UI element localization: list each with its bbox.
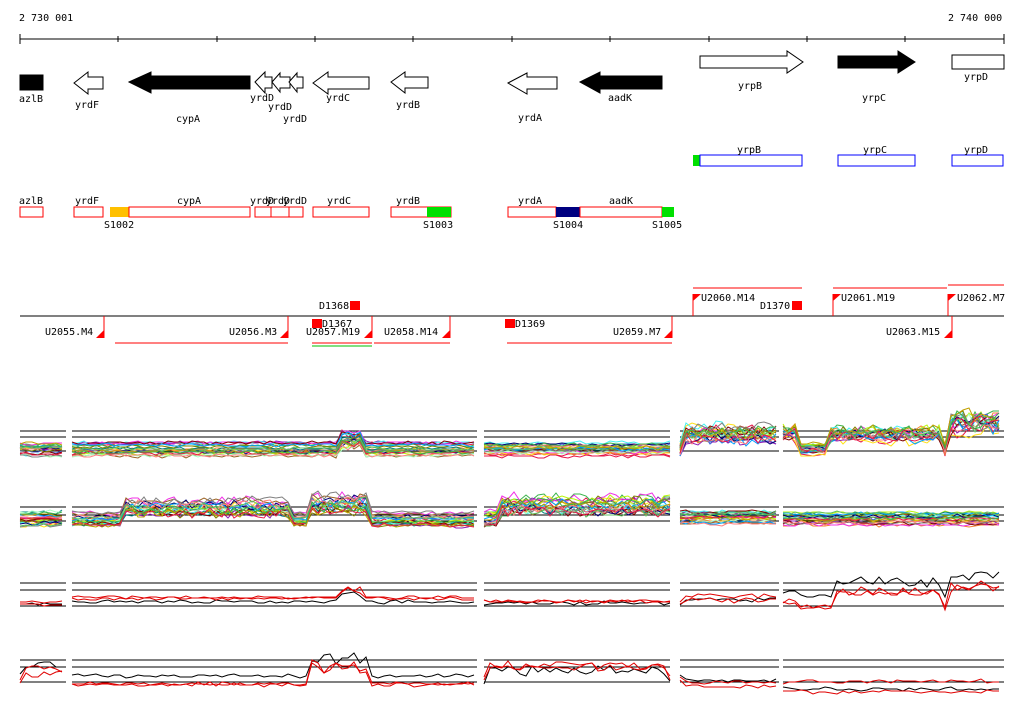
segment-flag — [442, 330, 450, 338]
gene-label: yrdD — [250, 93, 274, 104]
site-marker-yrpB — [693, 155, 700, 166]
gene-label: aadK — [608, 93, 632, 104]
minus-box-yrdA[interactable] — [507, 206, 557, 218]
minus-box-yrdD-2[interactable] — [270, 206, 290, 218]
gene-arrow-yrdF[interactable] — [73, 70, 104, 96]
gene-label: yrpC — [862, 93, 886, 104]
segment-label[interactable]: U2062.M7 — [957, 293, 1005, 304]
gene-arrow-yrdD-1[interactable] — [254, 70, 273, 95]
segment-flag — [664, 330, 672, 338]
gene-arrow-yrdD-2[interactable] — [271, 71, 291, 94]
ruler-start-label: 2 730 001 — [19, 13, 74, 24]
gene-track: azlB yrdF cypA yrdD yrdD yrdD yrdC yrdB … — [19, 50, 1005, 125]
minus-box-label: yrdD — [283, 196, 307, 207]
gene-label: yrdF — [75, 100, 99, 111]
segment-label[interactable]: U2060.M14 — [701, 293, 755, 304]
gene-arrow-yrdD-3[interactable] — [288, 71, 304, 94]
minus-box-aadK[interactable] — [579, 206, 663, 218]
segment-marker — [792, 301, 802, 310]
segment-label[interactable]: U2057.M19 — [306, 327, 360, 338]
segment-flag — [364, 330, 372, 338]
minus-box-label: yrdB — [396, 196, 420, 207]
gene-arrow-aadK[interactable] — [578, 71, 663, 94]
segment-marker — [350, 301, 360, 310]
gene-arrow-yrdB[interactable] — [390, 71, 429, 95]
gene-arrow-yrpC[interactable] — [837, 50, 916, 74]
gene-arrow-azlB[interactable] — [19, 74, 44, 91]
expression-panels — [19, 407, 1004, 695]
segment-label[interactable]: D1369 — [515, 319, 545, 330]
segment-label[interactable]: U2058.M14 — [384, 327, 438, 338]
gene-label: yrdD — [283, 114, 307, 125]
segment-label[interactable]: U2056.M3 — [229, 327, 277, 338]
site-S1005[interactable] — [662, 207, 674, 217]
plus-box-yrpB[interactable] — [699, 154, 803, 167]
segment-marker — [312, 319, 322, 328]
minus-strand-track: azlB yrdF cypA yrdD yrdD yrdD yrdC yrdB … — [19, 196, 682, 231]
segment-flag — [944, 330, 952, 338]
site-S1003[interactable] — [427, 207, 451, 217]
segment-flag — [280, 330, 288, 338]
gene-arrow-yrpD[interactable] — [951, 54, 1005, 70]
segment-flag — [96, 330, 104, 338]
minus-box-azlB[interactable] — [19, 206, 44, 218]
site-S1004[interactable] — [556, 207, 580, 217]
segment-marker — [505, 319, 515, 328]
gene-label: yrdB — [396, 100, 420, 111]
site-S1002[interactable] — [110, 207, 129, 217]
plus-box-label: yrpB — [737, 145, 761, 156]
segment-label[interactable]: U2063.M15 — [886, 327, 940, 338]
segment-label[interactable]: D1370 — [760, 301, 790, 312]
segment-label[interactable]: U2061.M19 — [841, 293, 895, 304]
segment-label[interactable]: D1368 — [319, 301, 349, 312]
gene-arrow-yrpB[interactable] — [699, 50, 804, 74]
gene-arrow-yrdC[interactable] — [312, 71, 370, 95]
segment-label[interactable]: U2055.M4 — [45, 327, 93, 338]
site-label: S1003 — [423, 220, 453, 231]
segment-label[interactable]: D1367 — [322, 319, 352, 330]
gene-label: yrdA — [518, 113, 542, 124]
site-label: S1005 — [652, 220, 682, 231]
gene-label: cypA — [176, 114, 200, 125]
segment-flag — [693, 294, 701, 301]
plus-box-label: yrpC — [863, 145, 887, 156]
minus-box-label: yrdA — [518, 196, 542, 207]
plus-box-label: yrpD — [964, 145, 988, 156]
plus-box-yrpD[interactable] — [951, 154, 1004, 167]
minus-box-yrdC[interactable] — [312, 206, 370, 218]
plus-strand-track: yrpB yrpC yrpD — [693, 145, 1004, 167]
segment-flag — [833, 294, 841, 301]
gene-label: yrdC — [326, 93, 350, 104]
minus-box-label: yrdD — [266, 196, 290, 207]
minus-box-label: aadK — [609, 196, 633, 207]
site-label: S1002 — [104, 220, 134, 231]
gene-label: yrpB — [738, 81, 762, 92]
gene-label: yrpD — [964, 72, 988, 83]
gene-arrow-yrdA[interactable] — [506, 72, 558, 95]
segment-track: D1368 U2060.M14 D1370 U2061.M19 U2062.M7… — [20, 284, 1005, 347]
minus-box-label: yrdF — [75, 196, 99, 207]
minus-box-label: yrdD — [250, 196, 274, 207]
gene-label: yrdD — [268, 102, 292, 113]
segment-flag — [948, 294, 956, 301]
coordinate-ruler — [19, 34, 1005, 44]
plus-box-yrpC[interactable] — [837, 154, 916, 167]
minus-box-label: yrdC — [327, 196, 351, 207]
segment-label[interactable]: U2059.M7 — [613, 327, 661, 338]
site-label: S1004 — [553, 220, 583, 231]
gene-arrow-cypA[interactable] — [127, 71, 251, 94]
minus-box-yrdD-3[interactable] — [288, 206, 304, 218]
minus-box-yrdD-1[interactable] — [254, 206, 272, 218]
minus-box-label: cypA — [177, 196, 201, 207]
ruler-end-label: 2 740 000 — [948, 13, 1003, 24]
minus-box-yrdF[interactable] — [73, 206, 104, 218]
minus-box-cypA[interactable] — [128, 206, 251, 218]
gene-label: azlB — [19, 94, 43, 105]
minus-box-label: azlB — [19, 196, 43, 207]
